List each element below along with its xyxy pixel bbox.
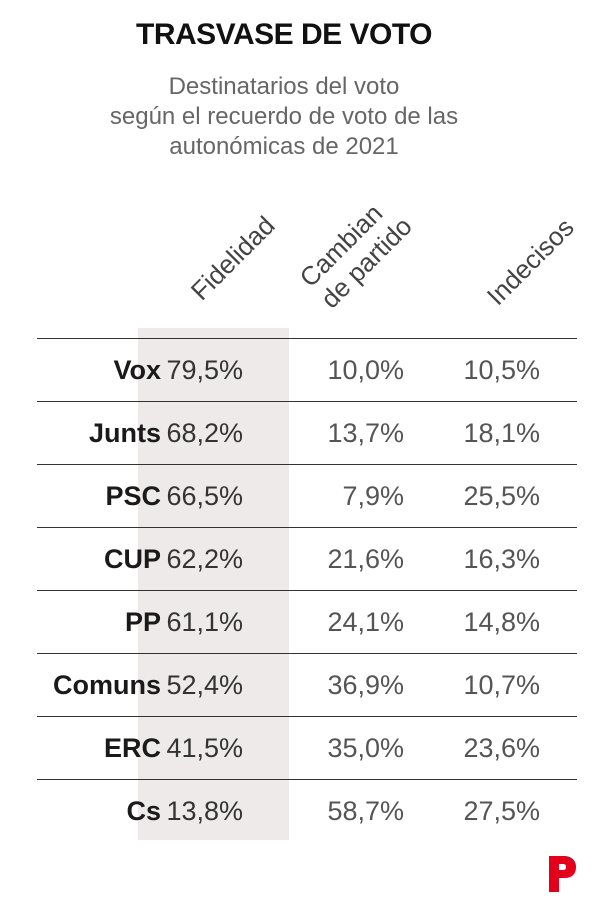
- fidelidad-value: 13,8%: [166, 796, 243, 826]
- table-row: Vox 79,5% 10,0% 10,5%: [37, 338, 577, 401]
- table-row: Junts 68,2% 13,7% 18,1%: [37, 401, 577, 464]
- indecisos-value: 14,8%: [463, 607, 540, 637]
- table-row: CUP 62,2% 21,6% 16,3%: [37, 527, 577, 590]
- indecisos-value: 16,3%: [463, 544, 540, 574]
- table-row: Comuns 52,4% 36,9% 10,7%: [37, 653, 577, 716]
- indecisos-value: 10,5%: [463, 355, 540, 385]
- party-label: ERC: [103, 733, 161, 763]
- table-row: PP 61,1% 24,1% 14,8%: [37, 590, 577, 653]
- cambian-value: 13,7%: [327, 418, 404, 448]
- fidelidad-column-highlight: [138, 328, 289, 840]
- fidelidad-value: 68,2%: [166, 418, 243, 448]
- cambian-value: 10,0%: [327, 355, 404, 385]
- subtitle-line: autonómicas de 2021: [169, 133, 399, 160]
- party-label: CUP: [103, 544, 161, 574]
- indecisos-value: 10,7%: [463, 670, 540, 700]
- table-row: ERC 41,5% 35,0% 23,6%: [37, 716, 577, 779]
- fidelidad-value: 41,5%: [166, 733, 243, 763]
- cambian-value: 35,0%: [327, 733, 404, 763]
- data-table: Vox 79,5% 10,0% 10,5% Junts 68,2% 13,7% …: [37, 338, 577, 842]
- cambian-value: 24,1%: [327, 607, 404, 637]
- table-row: Cs 13,8% 58,7% 27,5%: [37, 779, 577, 842]
- subtitle-line: según el recuerdo de voto de las: [109, 103, 459, 130]
- chart-subtitle: Destinatarios del voto según el recuerdo…: [0, 72, 568, 162]
- party-label: PSC: [105, 481, 161, 511]
- party-label: Junts: [88, 418, 161, 448]
- fidelidad-value: 61,1%: [166, 607, 243, 637]
- fidelidad-value: 52,4%: [166, 670, 243, 700]
- cambian-value: 21,6%: [327, 544, 404, 574]
- brand-p-logo-shape: [549, 856, 576, 892]
- party-label: Vox: [113, 355, 161, 385]
- column-header-indecisos: Indecisos: [481, 212, 580, 311]
- party-label: Cs: [126, 796, 161, 826]
- party-label: PP: [124, 607, 161, 637]
- indecisos-value: 18,1%: [463, 418, 540, 448]
- cambian-value: 58,7%: [327, 796, 404, 826]
- subtitle-line: Destinatarios del voto: [168, 73, 400, 100]
- column-header-line: Fidelidad: [184, 210, 281, 306]
- column-header-line: Indecisos: [480, 212, 580, 311]
- fidelidad-value: 62,2%: [166, 544, 243, 574]
- indecisos-value: 25,5%: [463, 481, 540, 511]
- brand-p-logo-icon: [549, 856, 576, 892]
- indecisos-value: 23,6%: [463, 733, 540, 763]
- cambian-value: 7,9%: [342, 481, 404, 511]
- cambian-value: 36,9%: [327, 670, 404, 700]
- column-header-fidelidad: Fidelidad: [185, 210, 281, 306]
- party-label: Comuns: [53, 670, 161, 700]
- table-row: PSC 66,5% 7,9% 25,5%: [37, 464, 577, 527]
- column-header-cambian: Cambian de partido: [294, 190, 418, 314]
- fidelidad-value: 79,5%: [166, 355, 243, 385]
- chart-title: TRASVASE DE VOTO: [136, 18, 432, 51]
- indecisos-value: 27,5%: [463, 796, 540, 826]
- fidelidad-value: 66,5%: [166, 481, 243, 511]
